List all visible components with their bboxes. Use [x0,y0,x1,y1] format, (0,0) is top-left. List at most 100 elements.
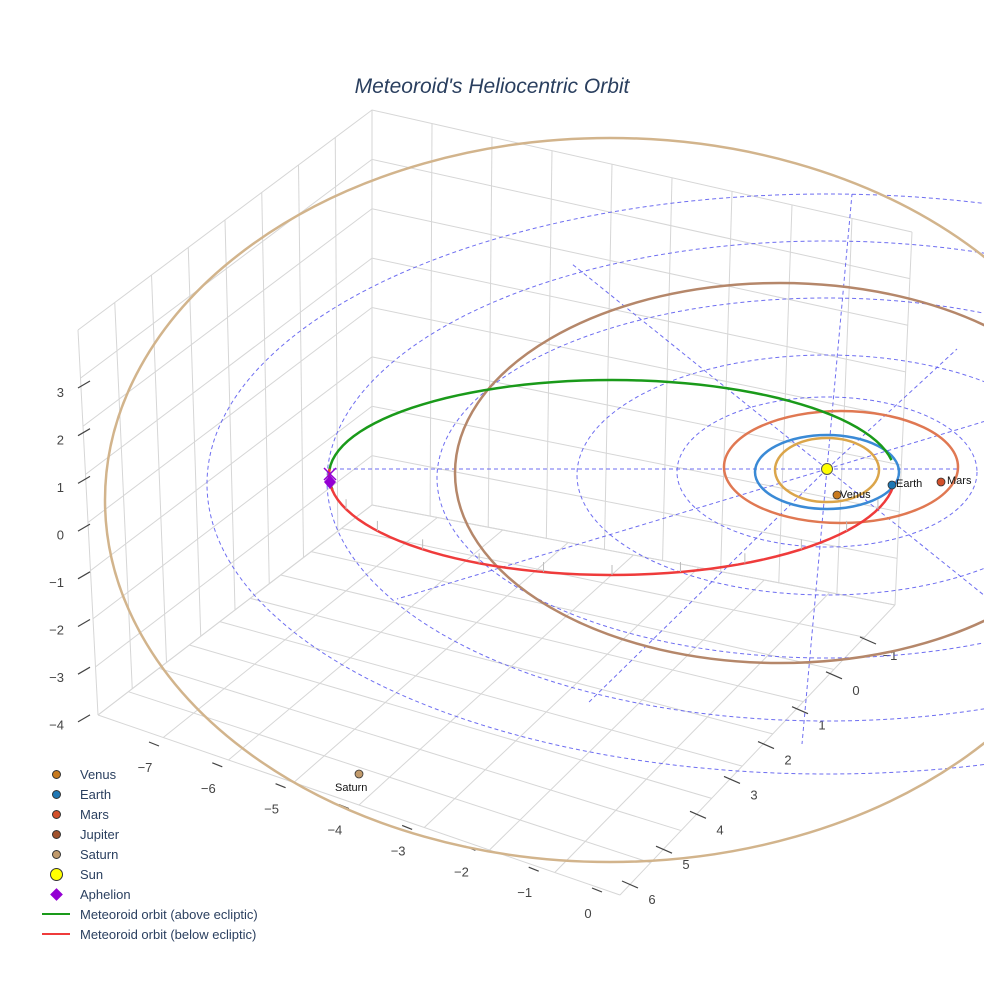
legend-item[interactable]: Aphelion [38,884,258,904]
legend-label: Jupiter [80,826,120,842]
ecliptic-ring [206,193,984,775]
ecliptic-radial [396,468,828,600]
venus-label: Venus [840,489,871,501]
ecliptic-radial [571,263,828,470]
y-tick [621,880,639,889]
gridline [489,579,765,851]
x-tick [401,824,413,830]
legend-item[interactable]: Venus [38,764,258,784]
box-gridlines [77,109,913,896]
gridline [280,574,804,703]
y-tick [859,636,877,645]
legend-item[interactable]: Mars [38,804,258,824]
ecliptic-radial [826,468,984,596]
saturn-orbit [103,136,984,864]
legend-item[interactable]: Jupiter [38,824,258,844]
legend-item[interactable]: Saturn [38,844,258,864]
x-tick-label: −1 [517,885,532,900]
legend-label: Saturn [80,846,119,862]
z-tick [77,523,91,532]
z-tick-label: 2 [57,433,64,448]
markers[interactable]: Venus Earth Mars Saturn [323,463,972,795]
x-tick-label: 0 [584,906,591,921]
meteoroid-orbit-above [327,378,893,491]
legend-symbol [38,884,74,904]
earth-marker [887,480,897,490]
meteoroid-orbit [327,378,896,577]
legend-label: Meteoroid orbit (above ecliptic) [80,906,258,922]
legend-label: Mars [80,806,109,822]
legend-symbol [38,904,74,924]
legend-item[interactable]: Meteoroid orbit (below ecliptic) [38,924,258,944]
gridline [554,592,830,873]
legend-label: Meteoroid orbit (below ecliptic) [80,926,257,942]
gridline [90,356,902,572]
gridline [80,158,910,379]
legend-item[interactable]: Meteoroid orbit (above ecliptic) [38,904,258,924]
gridline [97,714,621,896]
x-tick [148,741,160,747]
legend-item[interactable]: Earth [38,784,258,804]
legend-label: Earth [80,786,112,802]
z-tick-label: 3 [57,385,64,400]
y-tick-label: 4 [716,822,723,837]
jupiter-orbit [453,281,984,665]
legend-label: Aphelion [80,886,131,902]
ecliptic-ring [676,396,978,548]
x-tick-label: −7 [138,760,153,775]
y-tick [791,706,809,715]
gridline [97,504,373,716]
x-tick-label: −6 [201,781,216,796]
legend-label: Venus [80,766,117,782]
x-tick [275,783,286,789]
y-tick-label: 0 [852,683,859,698]
mars-label: Mars [947,475,972,487]
ecliptic-grid [206,193,984,775]
z-tick [77,666,91,675]
x-tick-label: −5 [264,802,279,817]
meteoroid-orbit-below [327,468,896,577]
x-tick-label: −2 [454,864,469,879]
y-tick-label: 2 [784,753,791,768]
gridline [341,527,865,638]
ecliptic-radial [826,421,984,470]
gridline [92,405,900,620]
z-tick [77,475,91,484]
x-tick-label: −4 [327,823,342,838]
ecliptic-radial [801,468,828,745]
gridline [619,604,896,896]
y-tick [757,741,775,750]
gridline [219,621,743,767]
y-tick [689,810,707,819]
z-tick [77,380,91,389]
legend-label: Sun [80,866,104,882]
ecliptic-radial [826,348,958,470]
z-tick [77,428,91,437]
y-tick-label: 3 [750,787,757,802]
z-tick-label: 0 [57,528,64,543]
z-tick-label: −1 [49,575,64,590]
z-tick-label: −4 [49,718,64,733]
gridline [158,667,682,832]
mars-marker [936,477,946,487]
ecliptic-ring [576,354,984,596]
aphelion-marker [324,475,336,489]
z-tick-label: −3 [49,670,64,685]
legend-symbol [38,924,74,944]
z-tick [77,571,91,580]
gridline [77,109,913,331]
y-tick-label: 6 [648,892,655,907]
gridline [85,257,906,475]
x-tick [591,887,603,893]
legend-symbol [38,824,74,844]
gridline [162,517,438,738]
gridline [228,529,504,761]
legend-item[interactable]: Sun [38,864,258,884]
legend-symbol [38,844,74,864]
venus-marker [832,490,842,500]
y-tick-label: 5 [682,857,689,872]
saturn-marker [354,769,364,779]
gridline [371,504,896,606]
